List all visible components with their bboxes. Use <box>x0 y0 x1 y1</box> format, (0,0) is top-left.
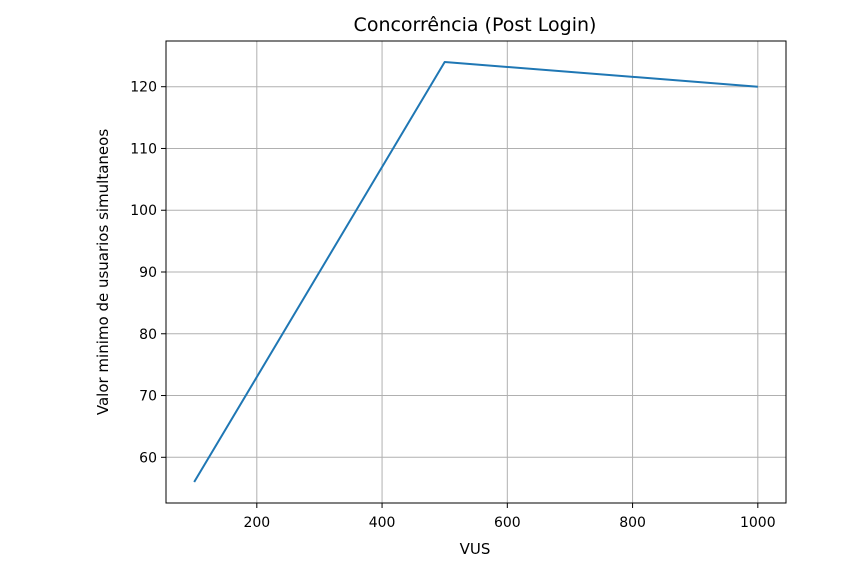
chart-title: Concorrência (Post Login) <box>354 14 597 36</box>
y-tick-label: 60 <box>139 450 157 466</box>
y-tick-label: 120 <box>130 80 157 96</box>
y-tick-label: 80 <box>139 327 157 343</box>
series-layer <box>193 61 758 483</box>
y-tick-label: 90 <box>139 265 157 281</box>
y-tick-label: 70 <box>139 389 157 405</box>
y-axis-label: Valor minimo de usuarios simultaneos <box>94 129 112 415</box>
x-tick-label: 1000 <box>740 515 776 531</box>
x-tick-label: 800 <box>619 515 646 531</box>
x-axis-label: VUS <box>460 540 491 558</box>
x-tick-label: 200 <box>243 515 270 531</box>
y-tick-label: 100 <box>130 203 157 219</box>
series-line <box>193 61 758 483</box>
grid-lines <box>166 41 786 503</box>
x-tick-label: 400 <box>369 515 396 531</box>
x-tick-label: 600 <box>494 515 521 531</box>
y-tick-label: 110 <box>130 141 157 157</box>
y-axis-ticks: 60 70 80 90 100 110 120 <box>130 80 166 466</box>
x-axis-ticks: 200 400 600 800 1000 <box>243 503 776 531</box>
